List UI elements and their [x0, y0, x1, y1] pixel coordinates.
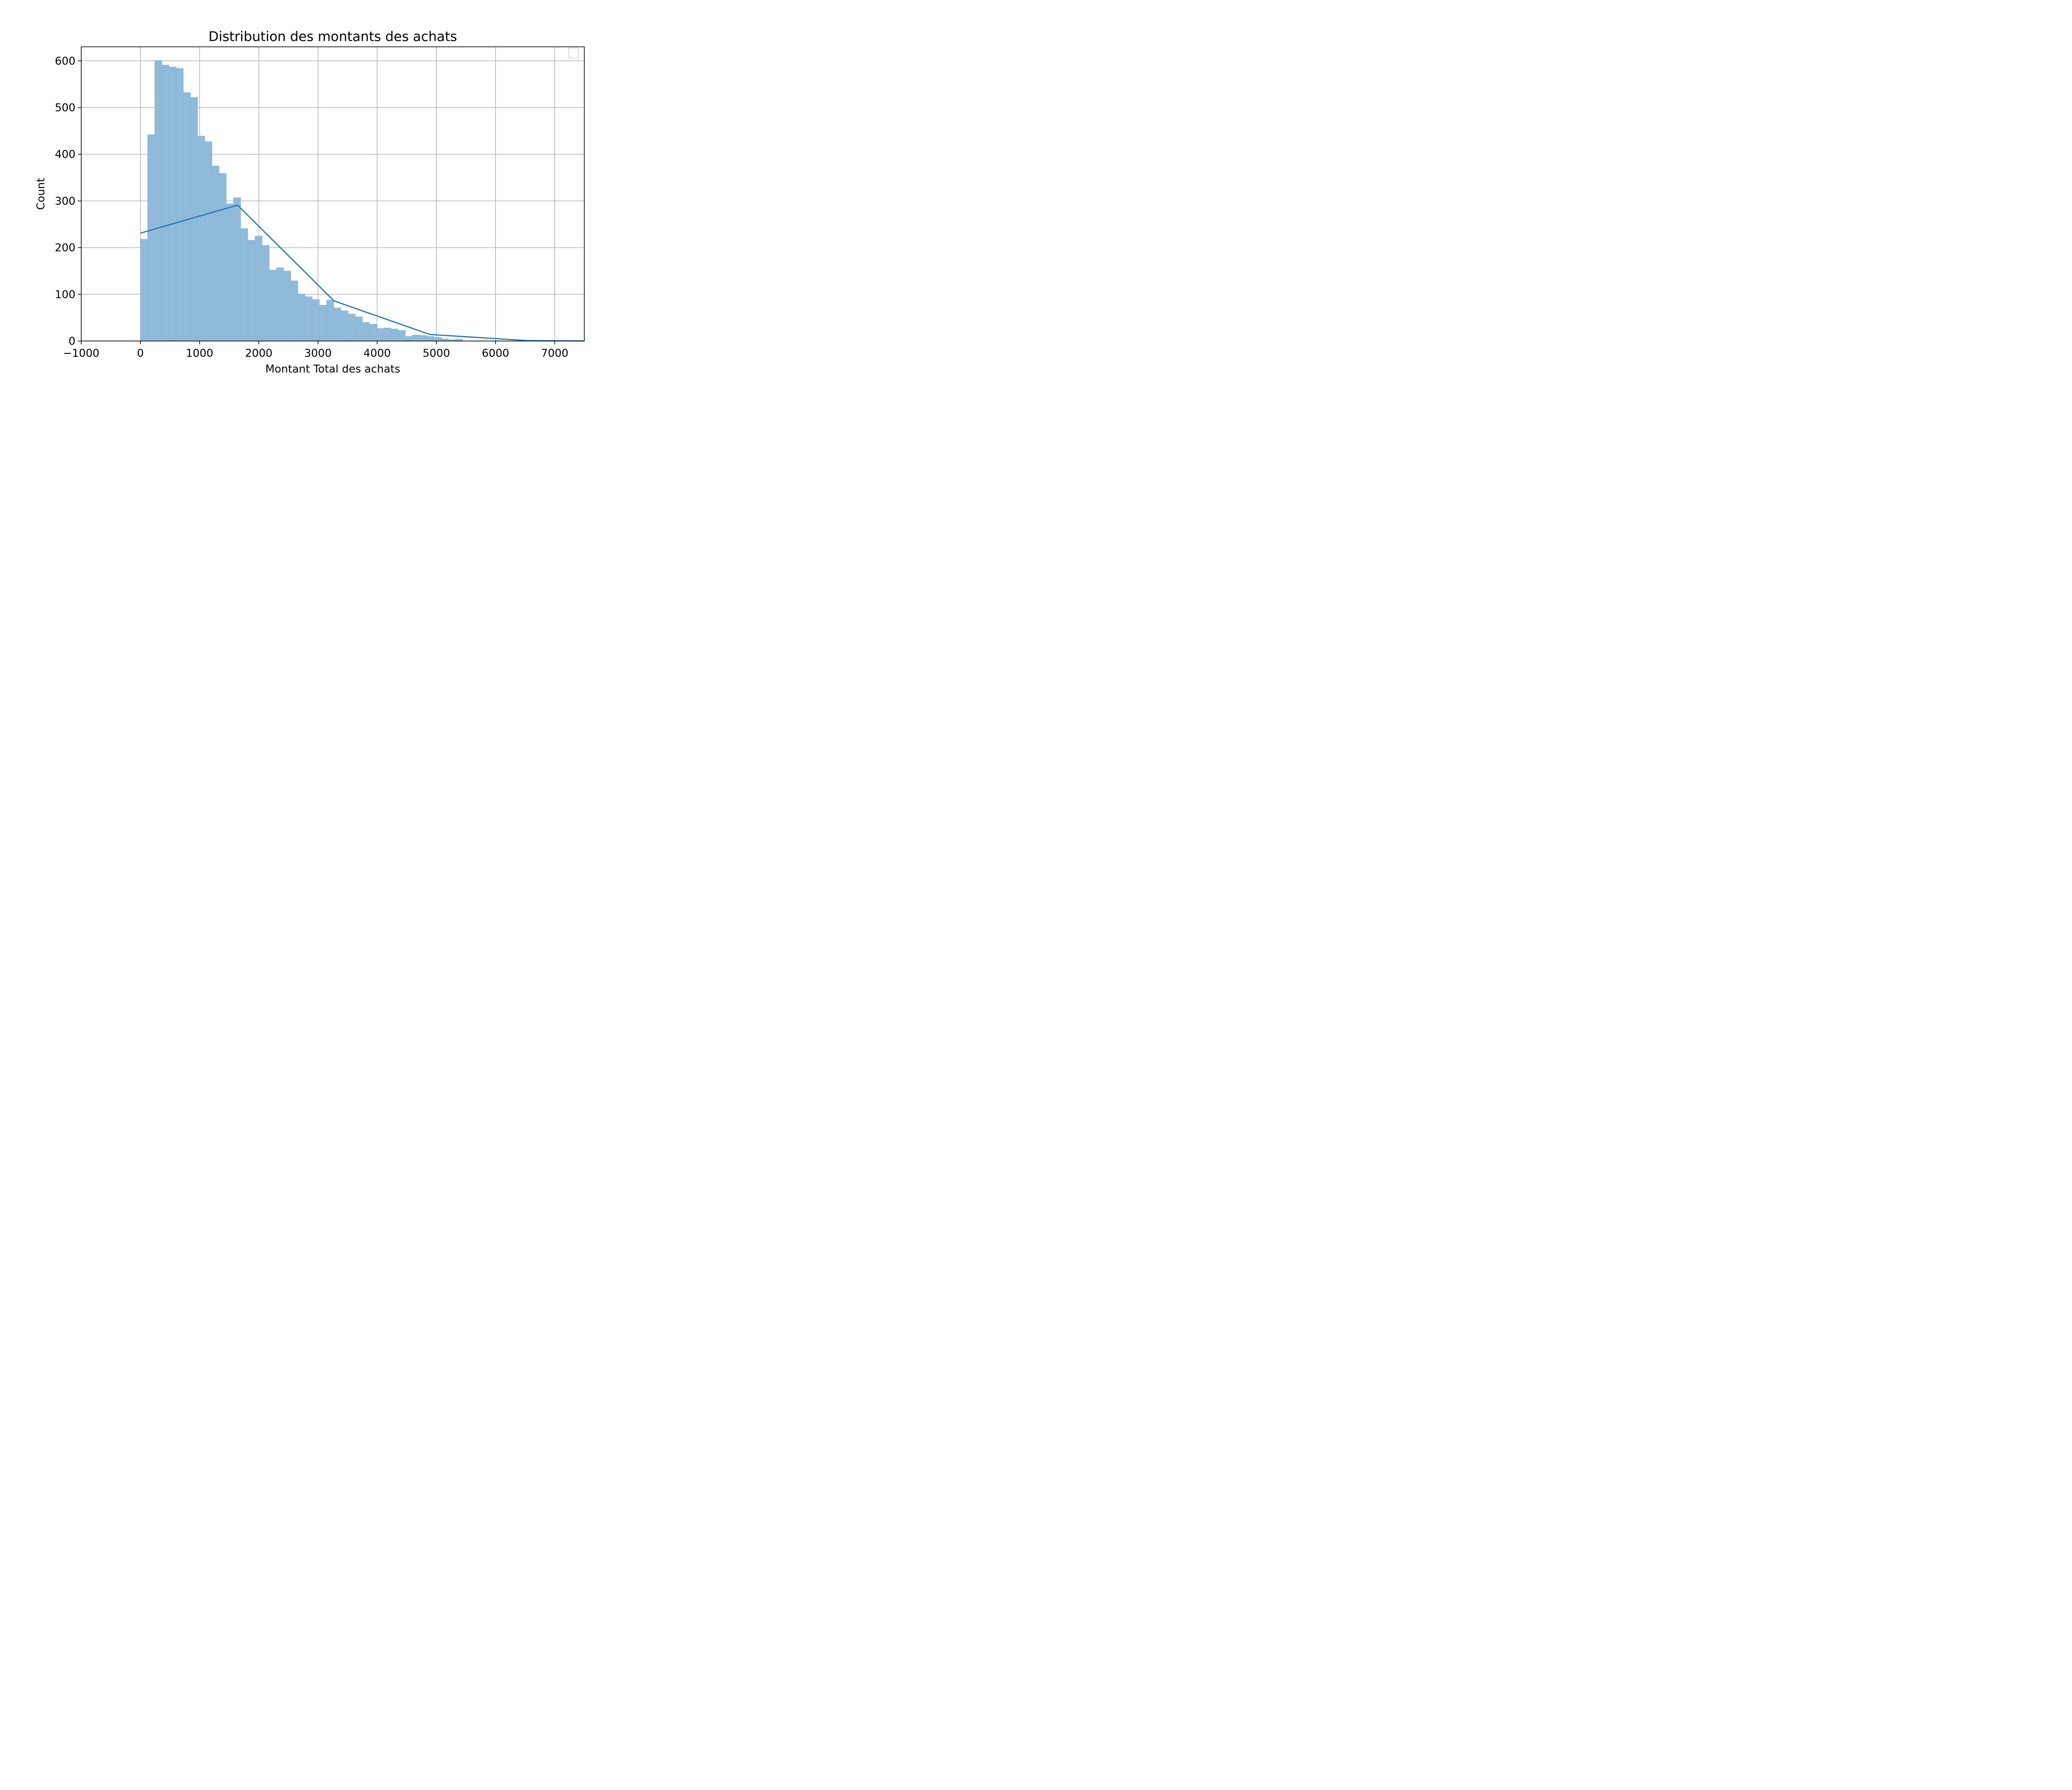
histogram-bar: [255, 236, 262, 341]
histogram-bar: [212, 166, 220, 341]
histogram-bar: [305, 296, 312, 341]
histogram-bar: [197, 135, 205, 341]
y-tick-label: 100: [55, 288, 75, 301]
legend-box: [568, 48, 579, 58]
histogram-bar: [341, 310, 349, 341]
histogram-bar: [155, 60, 162, 341]
plot-frame: [81, 46, 585, 341]
histogram-bar: [369, 324, 377, 341]
y-tick-label: 200: [55, 242, 75, 254]
histogram-bar: [283, 271, 291, 341]
histogram-bar: [147, 134, 155, 341]
x-tick-label: 1000: [186, 347, 213, 360]
histogram-bar: [190, 97, 198, 341]
histogram-bar: [348, 314, 356, 341]
axis-ticks: −1000 0 1000 2000 3000 4000 5000 6000 7000010020…: [55, 55, 568, 360]
histogram-bar: [247, 240, 255, 341]
histogram-bar: [434, 337, 441, 341]
histogram-bar: [233, 197, 241, 341]
histogram-bar: [362, 322, 370, 341]
histogram-bar: [426, 336, 434, 341]
chart-title: Distribution des montants des achats: [208, 29, 457, 44]
histogram-bar: [226, 203, 234, 341]
trend-line: [140, 204, 585, 342]
histogram-bar: [355, 317, 363, 341]
y-tick-label: 0: [68, 335, 75, 348]
histogram-bar: [398, 330, 406, 341]
histogram-bar: [312, 299, 320, 341]
y-tick-label: 300: [55, 195, 75, 208]
histogram-bar: [276, 267, 284, 341]
histogram-bar: [205, 141, 212, 341]
histogram-bar: [176, 68, 184, 341]
histogram-bar: [162, 65, 169, 341]
x-tick-label: 0: [137, 347, 144, 360]
histogram-bar: [334, 307, 341, 341]
x-tick-label: 2000: [245, 347, 272, 360]
histogram-bar: [269, 270, 277, 341]
histogram-bar: [140, 239, 148, 341]
x-tick-label: 7000: [541, 347, 569, 360]
histogram-bar: [298, 293, 305, 341]
histogram-bar: [290, 281, 298, 341]
x-axis-label: Montant Total des achats: [265, 363, 400, 375]
y-axis-label: Count: [35, 178, 47, 210]
histogram-bar: [405, 336, 413, 341]
x-tick-label: 3000: [304, 347, 332, 360]
histogram-bar: [169, 67, 177, 341]
histogram-bar: [419, 335, 427, 341]
histogram-bar: [240, 228, 248, 341]
histogram-bar: [319, 305, 327, 341]
histogram-bar: [412, 335, 420, 341]
histogram-bar: [183, 92, 191, 341]
x-tick-label: 4000: [363, 347, 391, 360]
histogram-bar: [384, 328, 391, 341]
histogram-bar: [326, 300, 334, 341]
histogram-bar: [219, 173, 227, 341]
histogram-bars: [140, 60, 463, 341]
histogram-bar: [391, 329, 399, 341]
y-tick-label: 500: [55, 102, 75, 114]
y-tick-label: 600: [55, 55, 75, 68]
histogram-bar: [376, 328, 384, 341]
x-tick-label: 6000: [482, 347, 509, 360]
x-tick-label: 5000: [423, 347, 450, 360]
y-tick-label: 400: [55, 148, 75, 161]
histogram-bar: [441, 339, 449, 341]
x-tick-label: −1000: [63, 347, 99, 360]
chart: −1000 0 1000 2000 3000 4000 5000 6000 7000 0 100 20…: [0, 0, 644, 387]
chart-svg: −1000 0 1000 2000 3000 4000 5000 6000 7000010020…: [0, 0, 644, 387]
histogram-bar: [262, 245, 270, 341]
trend-line-group: [140, 204, 585, 342]
